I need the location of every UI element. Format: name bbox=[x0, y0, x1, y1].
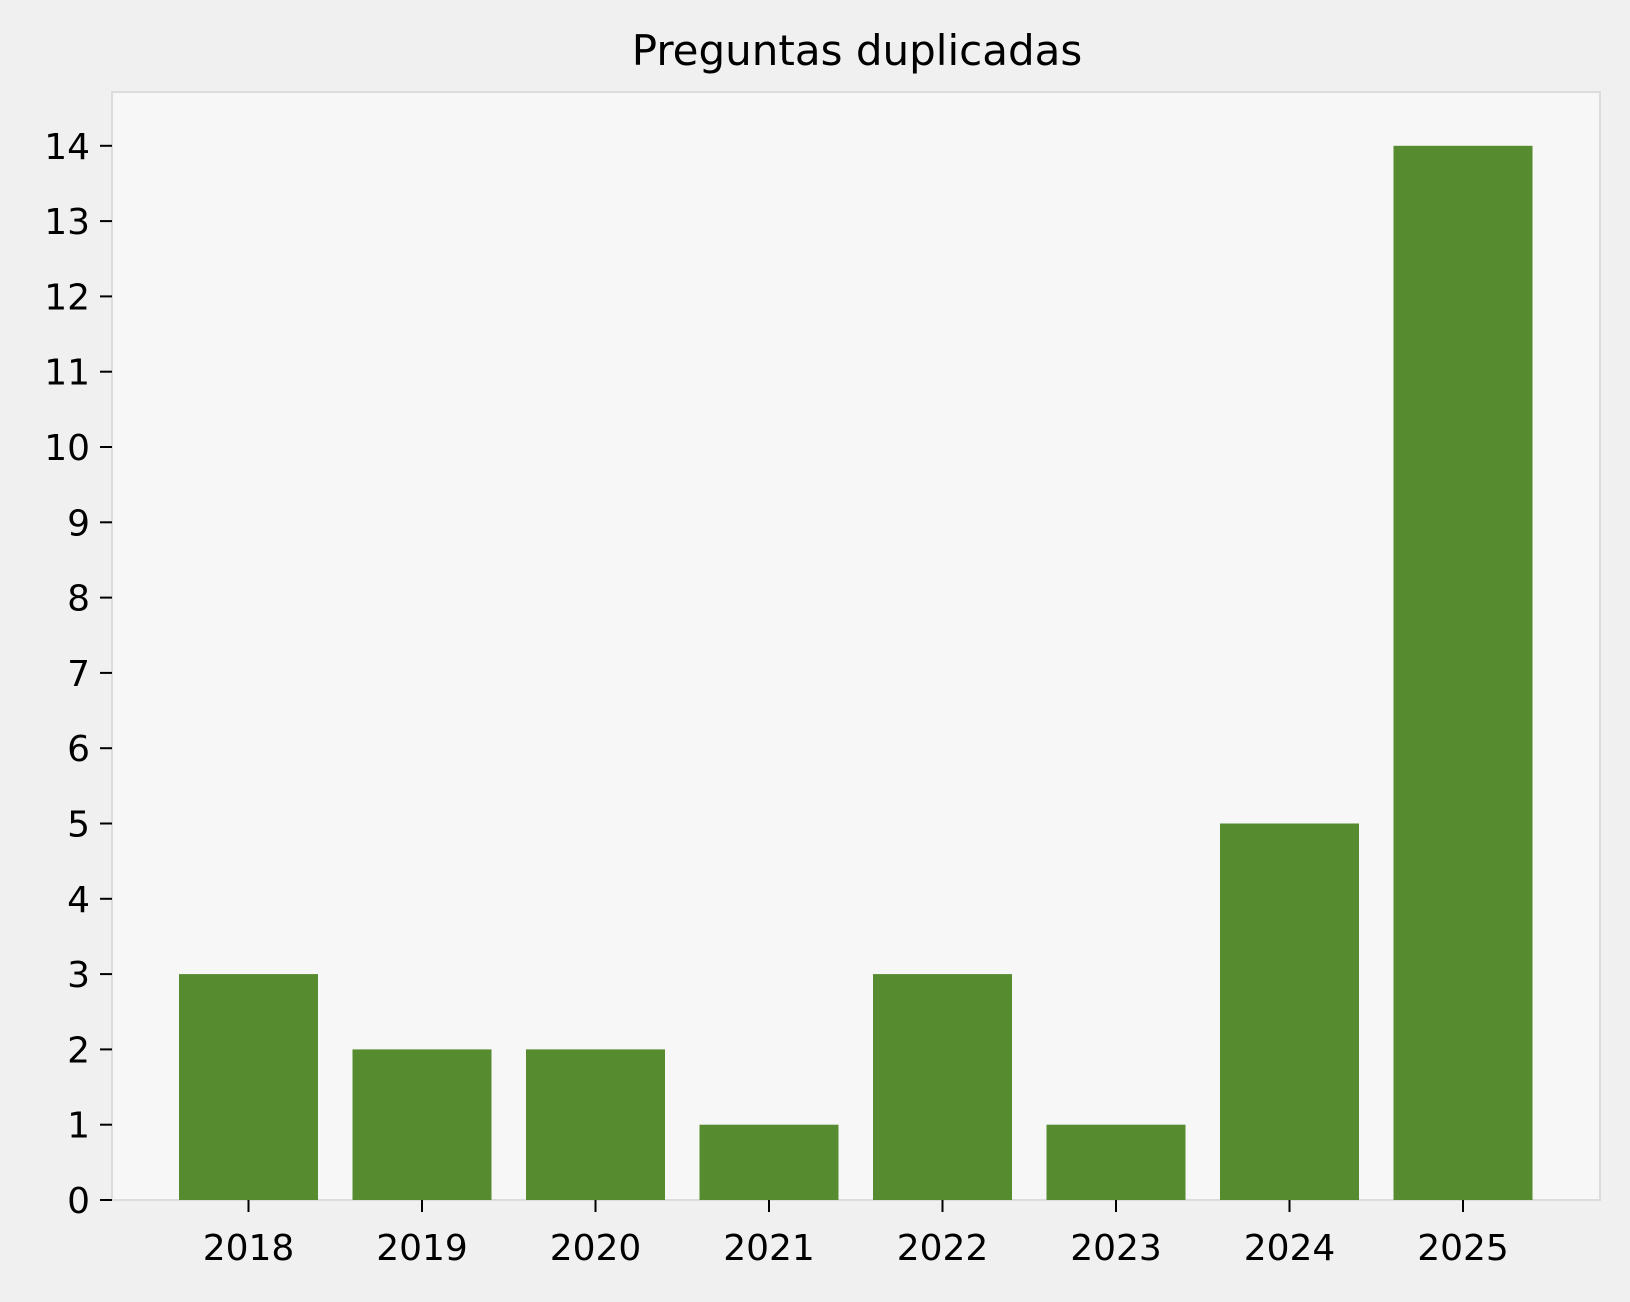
bars bbox=[179, 145, 1533, 1200]
y-tick-label-8: 8 bbox=[67, 579, 90, 620]
y-tick-label-14: 14 bbox=[44, 127, 90, 168]
y-tick-label-7: 7 bbox=[67, 654, 90, 695]
bar-2020 bbox=[526, 1049, 665, 1200]
x-tick-label-2025: 2025 bbox=[1417, 1228, 1509, 1269]
y-tick-label-13: 13 bbox=[44, 202, 90, 243]
bar-2023 bbox=[1046, 1124, 1186, 1200]
y-tick-label-12: 12 bbox=[44, 277, 90, 318]
bar-2025 bbox=[1393, 145, 1533, 1200]
bar-2021 bbox=[699, 1124, 839, 1200]
x-axis: 2018 2019 2020 2021 2022 2023 2024 2025 bbox=[203, 1200, 1509, 1269]
y-tick-label-6: 6 bbox=[67, 729, 90, 770]
x-tick-label-2021: 2021 bbox=[723, 1228, 815, 1269]
x-tick-label-2023: 2023 bbox=[1070, 1228, 1162, 1269]
y-tick-label-3: 3 bbox=[67, 955, 90, 996]
chart-title: Preguntas duplicadas bbox=[632, 26, 1083, 75]
plot-area bbox=[111, 91, 1601, 1201]
y-tick-label-1: 1 bbox=[67, 1106, 90, 1147]
bar-2024 bbox=[1220, 823, 1359, 1200]
y-tick-label-11: 11 bbox=[44, 353, 90, 394]
y-tick-label-2: 2 bbox=[67, 1030, 90, 1071]
bar-2019 bbox=[352, 1049, 492, 1200]
x-tick-label-2022: 2022 bbox=[897, 1228, 989, 1269]
y-tick-label-4: 4 bbox=[67, 880, 90, 921]
y-tick-label-10: 10 bbox=[44, 428, 90, 469]
x-tick-label-2020: 2020 bbox=[550, 1228, 642, 1269]
x-tick-label-2018: 2018 bbox=[203, 1228, 295, 1269]
x-tick-label-2019: 2019 bbox=[376, 1228, 468, 1269]
bar-2022 bbox=[873, 974, 1012, 1200]
y-tick-label-5: 5 bbox=[67, 805, 90, 846]
y-tick-label-9: 9 bbox=[67, 503, 90, 544]
x-tick-label-2024: 2024 bbox=[1244, 1228, 1336, 1269]
y-tick-label-0: 0 bbox=[67, 1181, 90, 1222]
bar-2018 bbox=[179, 974, 318, 1200]
